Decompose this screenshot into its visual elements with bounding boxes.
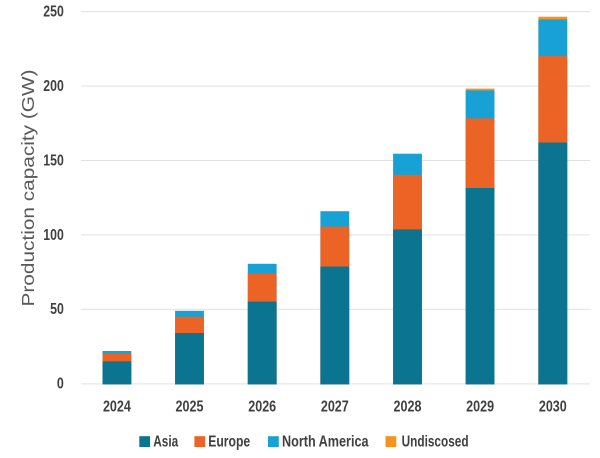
svg-text:Undiscosed: Undiscosed [402, 434, 469, 451]
svg-text:50: 50 [50, 301, 64, 318]
svg-text:2024: 2024 [103, 399, 131, 416]
svg-text:2029: 2029 [466, 399, 494, 416]
svg-text:2030: 2030 [539, 399, 567, 416]
svg-text:2027: 2027 [321, 399, 349, 416]
svg-text:200: 200 [43, 78, 64, 95]
svg-text:2026: 2026 [248, 399, 276, 416]
svg-text:0: 0 [57, 376, 64, 393]
svg-text:North America: North America [282, 434, 369, 451]
svg-text:Europe: Europe [208, 434, 250, 451]
svg-text:2028: 2028 [394, 399, 422, 416]
svg-text:2025: 2025 [176, 399, 204, 416]
svg-text:100: 100 [43, 227, 64, 244]
svg-text:150: 150 [43, 152, 64, 169]
svg-text:Asia: Asia [153, 434, 178, 451]
svg-text:Production capacity (GW): Production capacity (GW) [18, 70, 38, 307]
svg-text:250: 250 [43, 4, 64, 21]
